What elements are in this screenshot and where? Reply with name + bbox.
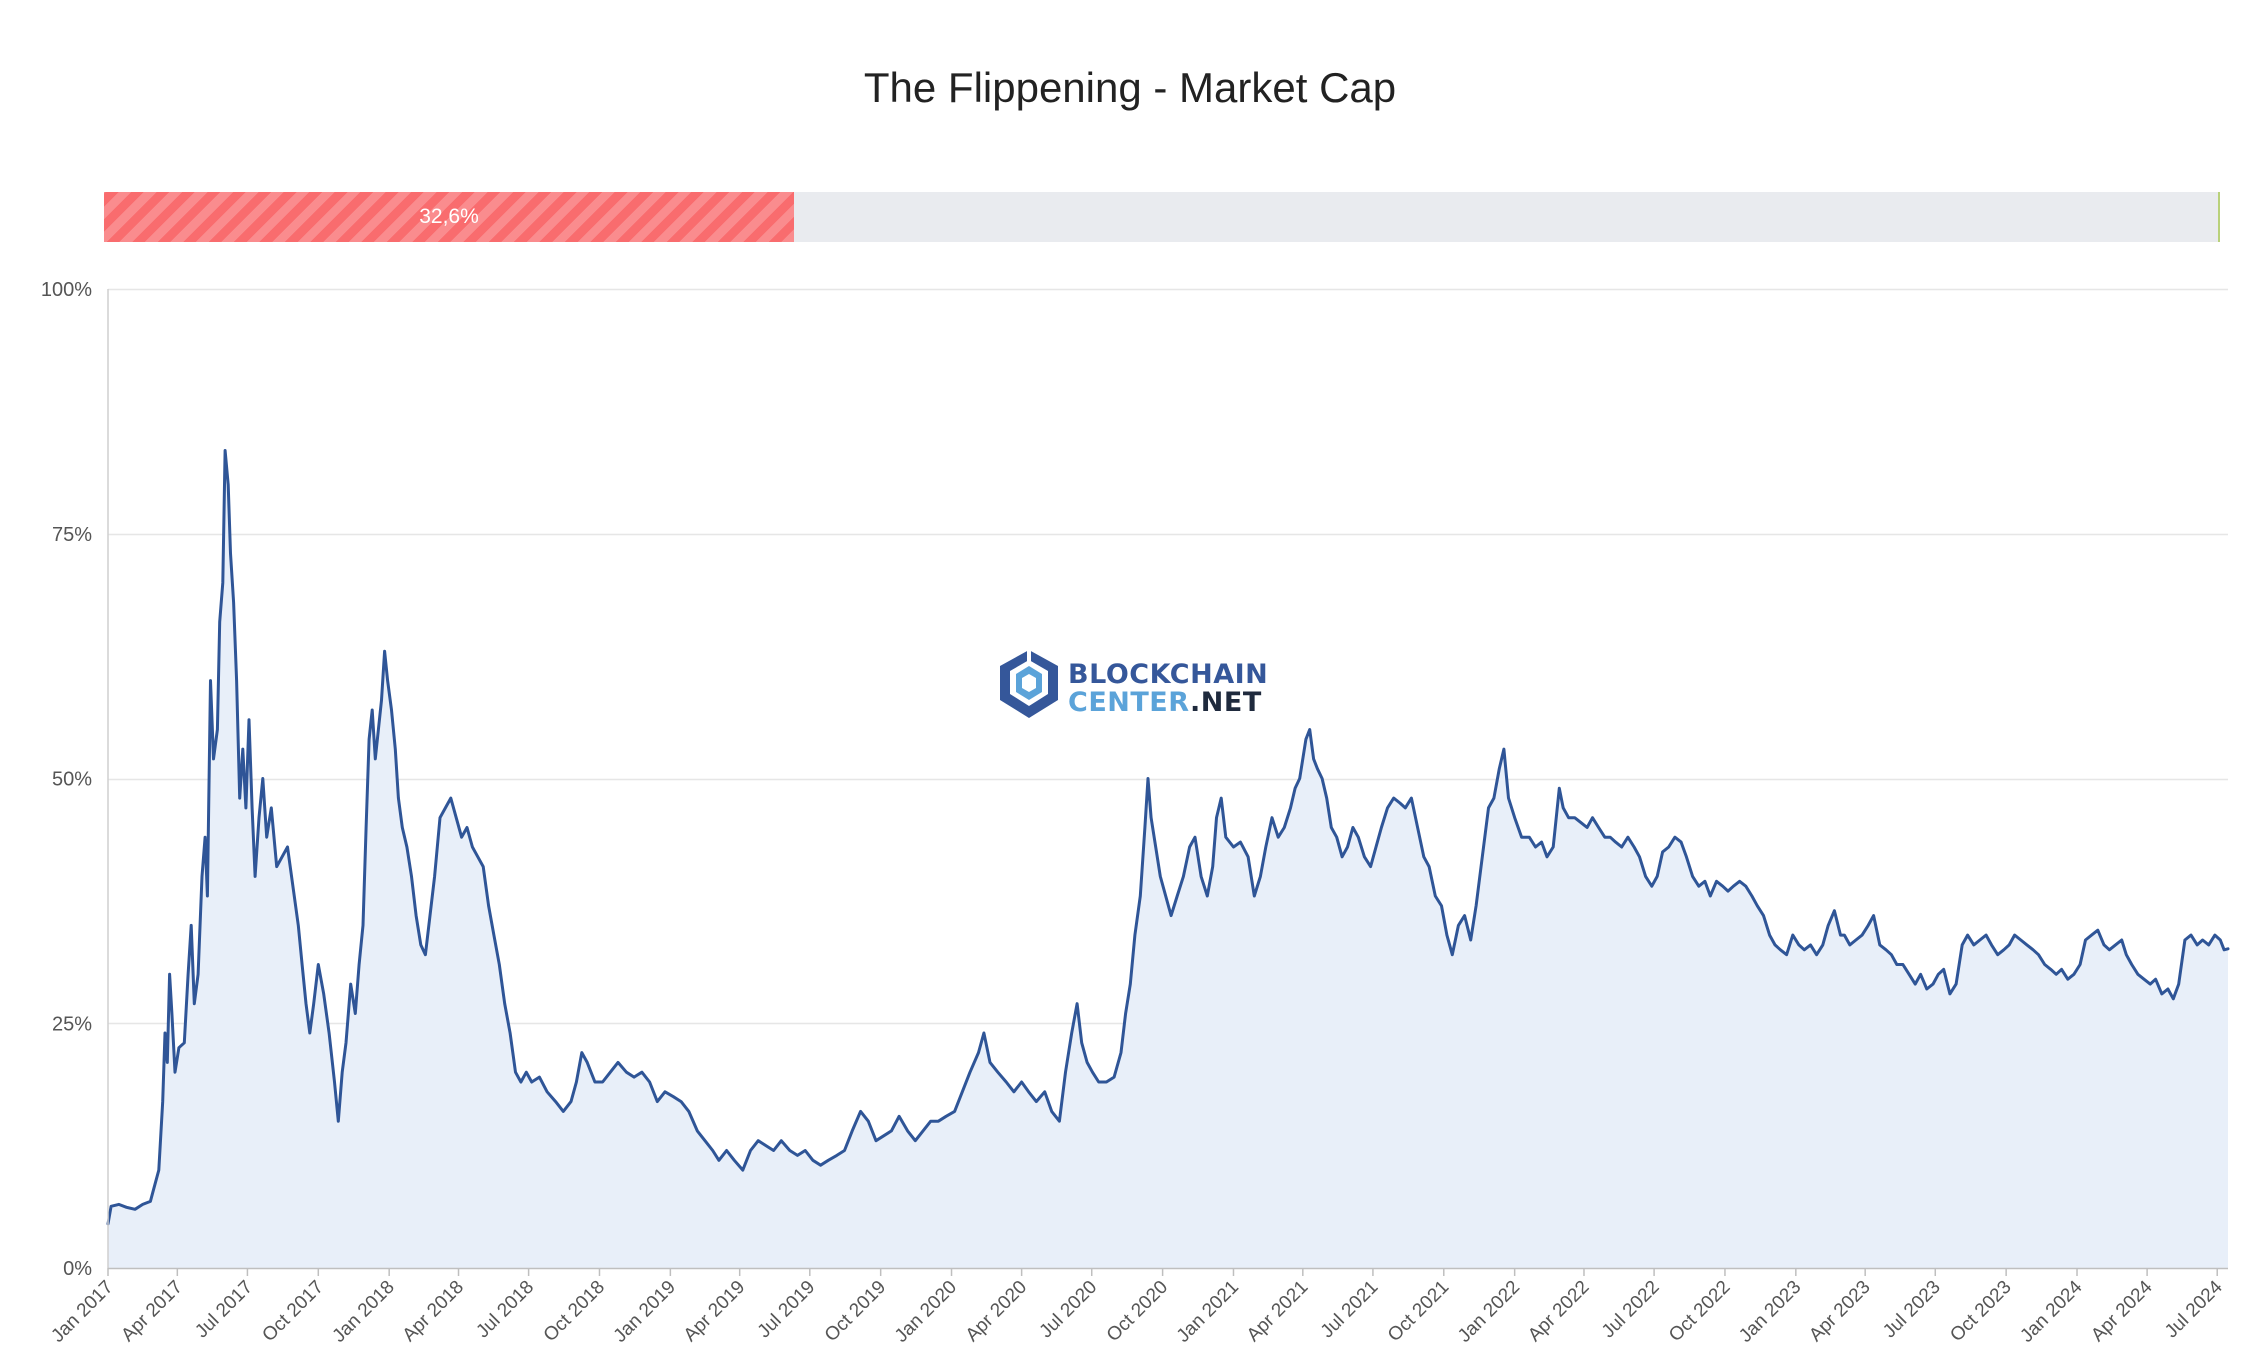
progress-end-marker bbox=[2218, 192, 2220, 242]
y-tick-label: 25% bbox=[52, 1013, 92, 1035]
x-tick-labels: Jan 2017 Apr 2017 Jul 2017 Oct 2017 Jan 2018… bbox=[47, 1276, 2227, 1346]
flippening-progress-bar: 32,6% bbox=[104, 192, 2220, 242]
axes bbox=[107, 289, 2228, 1276]
x-tick-label: Oct 2017 bbox=[258, 1277, 327, 1346]
progress-fill: 32,6% bbox=[104, 192, 794, 242]
x-tick-label: Jul 2017 bbox=[191, 1277, 257, 1343]
x-tick-label: Jan 2018 bbox=[329, 1277, 399, 1347]
x-tick-label: Jul 2023 bbox=[1879, 1277, 1945, 1343]
series-area-fill bbox=[108, 450, 2228, 1268]
series-line bbox=[106, 449, 2230, 1226]
y-tick-label: 0% bbox=[63, 1258, 92, 1280]
watermark-net-text: .NET bbox=[1190, 687, 1262, 718]
blockchaincenter-cube-logo-icon bbox=[1000, 650, 1058, 718]
x-tick-label: Oct 2021 bbox=[1384, 1277, 1453, 1346]
y-tick-label: 50% bbox=[52, 769, 92, 791]
x-tick-label: Apr 2019 bbox=[680, 1277, 749, 1346]
x-tick-label: Jul 2021 bbox=[1317, 1277, 1383, 1343]
progress-label: 32,6% bbox=[419, 205, 479, 228]
watermark-center-text: CENTER bbox=[1068, 687, 1191, 718]
x-tick-label: Jan 2024 bbox=[2016, 1276, 2086, 1346]
x-tick-label: Jan 2023 bbox=[1735, 1277, 1805, 1347]
watermark-line1: BLOCKCHAIN bbox=[1068, 659, 1269, 690]
x-tick-label: Oct 2023 bbox=[1946, 1277, 2015, 1346]
blockchaincenter-watermark: BLOCKCHAIN CENTER.NET bbox=[996, 648, 1269, 722]
x-tick-label: Apr 2017 bbox=[117, 1277, 186, 1346]
x-tick-label: Apr 2021 bbox=[1243, 1277, 1312, 1346]
watermark-line2: CENTER.NET bbox=[1068, 688, 1262, 718]
x-tick-label: Apr 2024 bbox=[2087, 1276, 2157, 1346]
x-tick-label: Jan 2022 bbox=[1454, 1277, 1524, 1347]
x-tick-label: Jul 2020 bbox=[1036, 1277, 1102, 1343]
x-tick-label: Oct 2018 bbox=[540, 1277, 609, 1346]
x-tick-label: Oct 2020 bbox=[1103, 1277, 1172, 1346]
x-tick-label: Apr 2018 bbox=[399, 1277, 468, 1346]
x-tick-label: Jan 2019 bbox=[610, 1277, 680, 1347]
x-tick-label: Apr 2023 bbox=[1805, 1277, 1874, 1346]
x-tick-label: Apr 2020 bbox=[962, 1277, 1031, 1346]
x-tick-label: Jul 2024 bbox=[2161, 1276, 2227, 1342]
chart-title: The Flippening - Market Cap bbox=[863, 64, 1397, 111]
x-tick-label: Apr 2022 bbox=[1524, 1277, 1593, 1346]
y-tick-labels: 0% 25% 50% 75% 100% bbox=[41, 279, 92, 1280]
x-tick-label: Jul 2022 bbox=[1598, 1277, 1664, 1343]
x-tick-label: Jan 2021 bbox=[1173, 1277, 1243, 1347]
x-tick-label: Oct 2022 bbox=[1665, 1277, 1734, 1346]
y-tick-label: 75% bbox=[52, 524, 92, 546]
x-tick-label: Jan 2017 bbox=[47, 1277, 117, 1347]
x-tick-label: Oct 2019 bbox=[821, 1277, 890, 1346]
y-tick-label: 100% bbox=[41, 279, 92, 301]
x-tick-label: Jan 2020 bbox=[891, 1277, 961, 1347]
x-tick-label: Jul 2019 bbox=[754, 1277, 820, 1343]
x-tick-label: Jul 2018 bbox=[472, 1277, 538, 1343]
series-area bbox=[106, 449, 2230, 1268]
